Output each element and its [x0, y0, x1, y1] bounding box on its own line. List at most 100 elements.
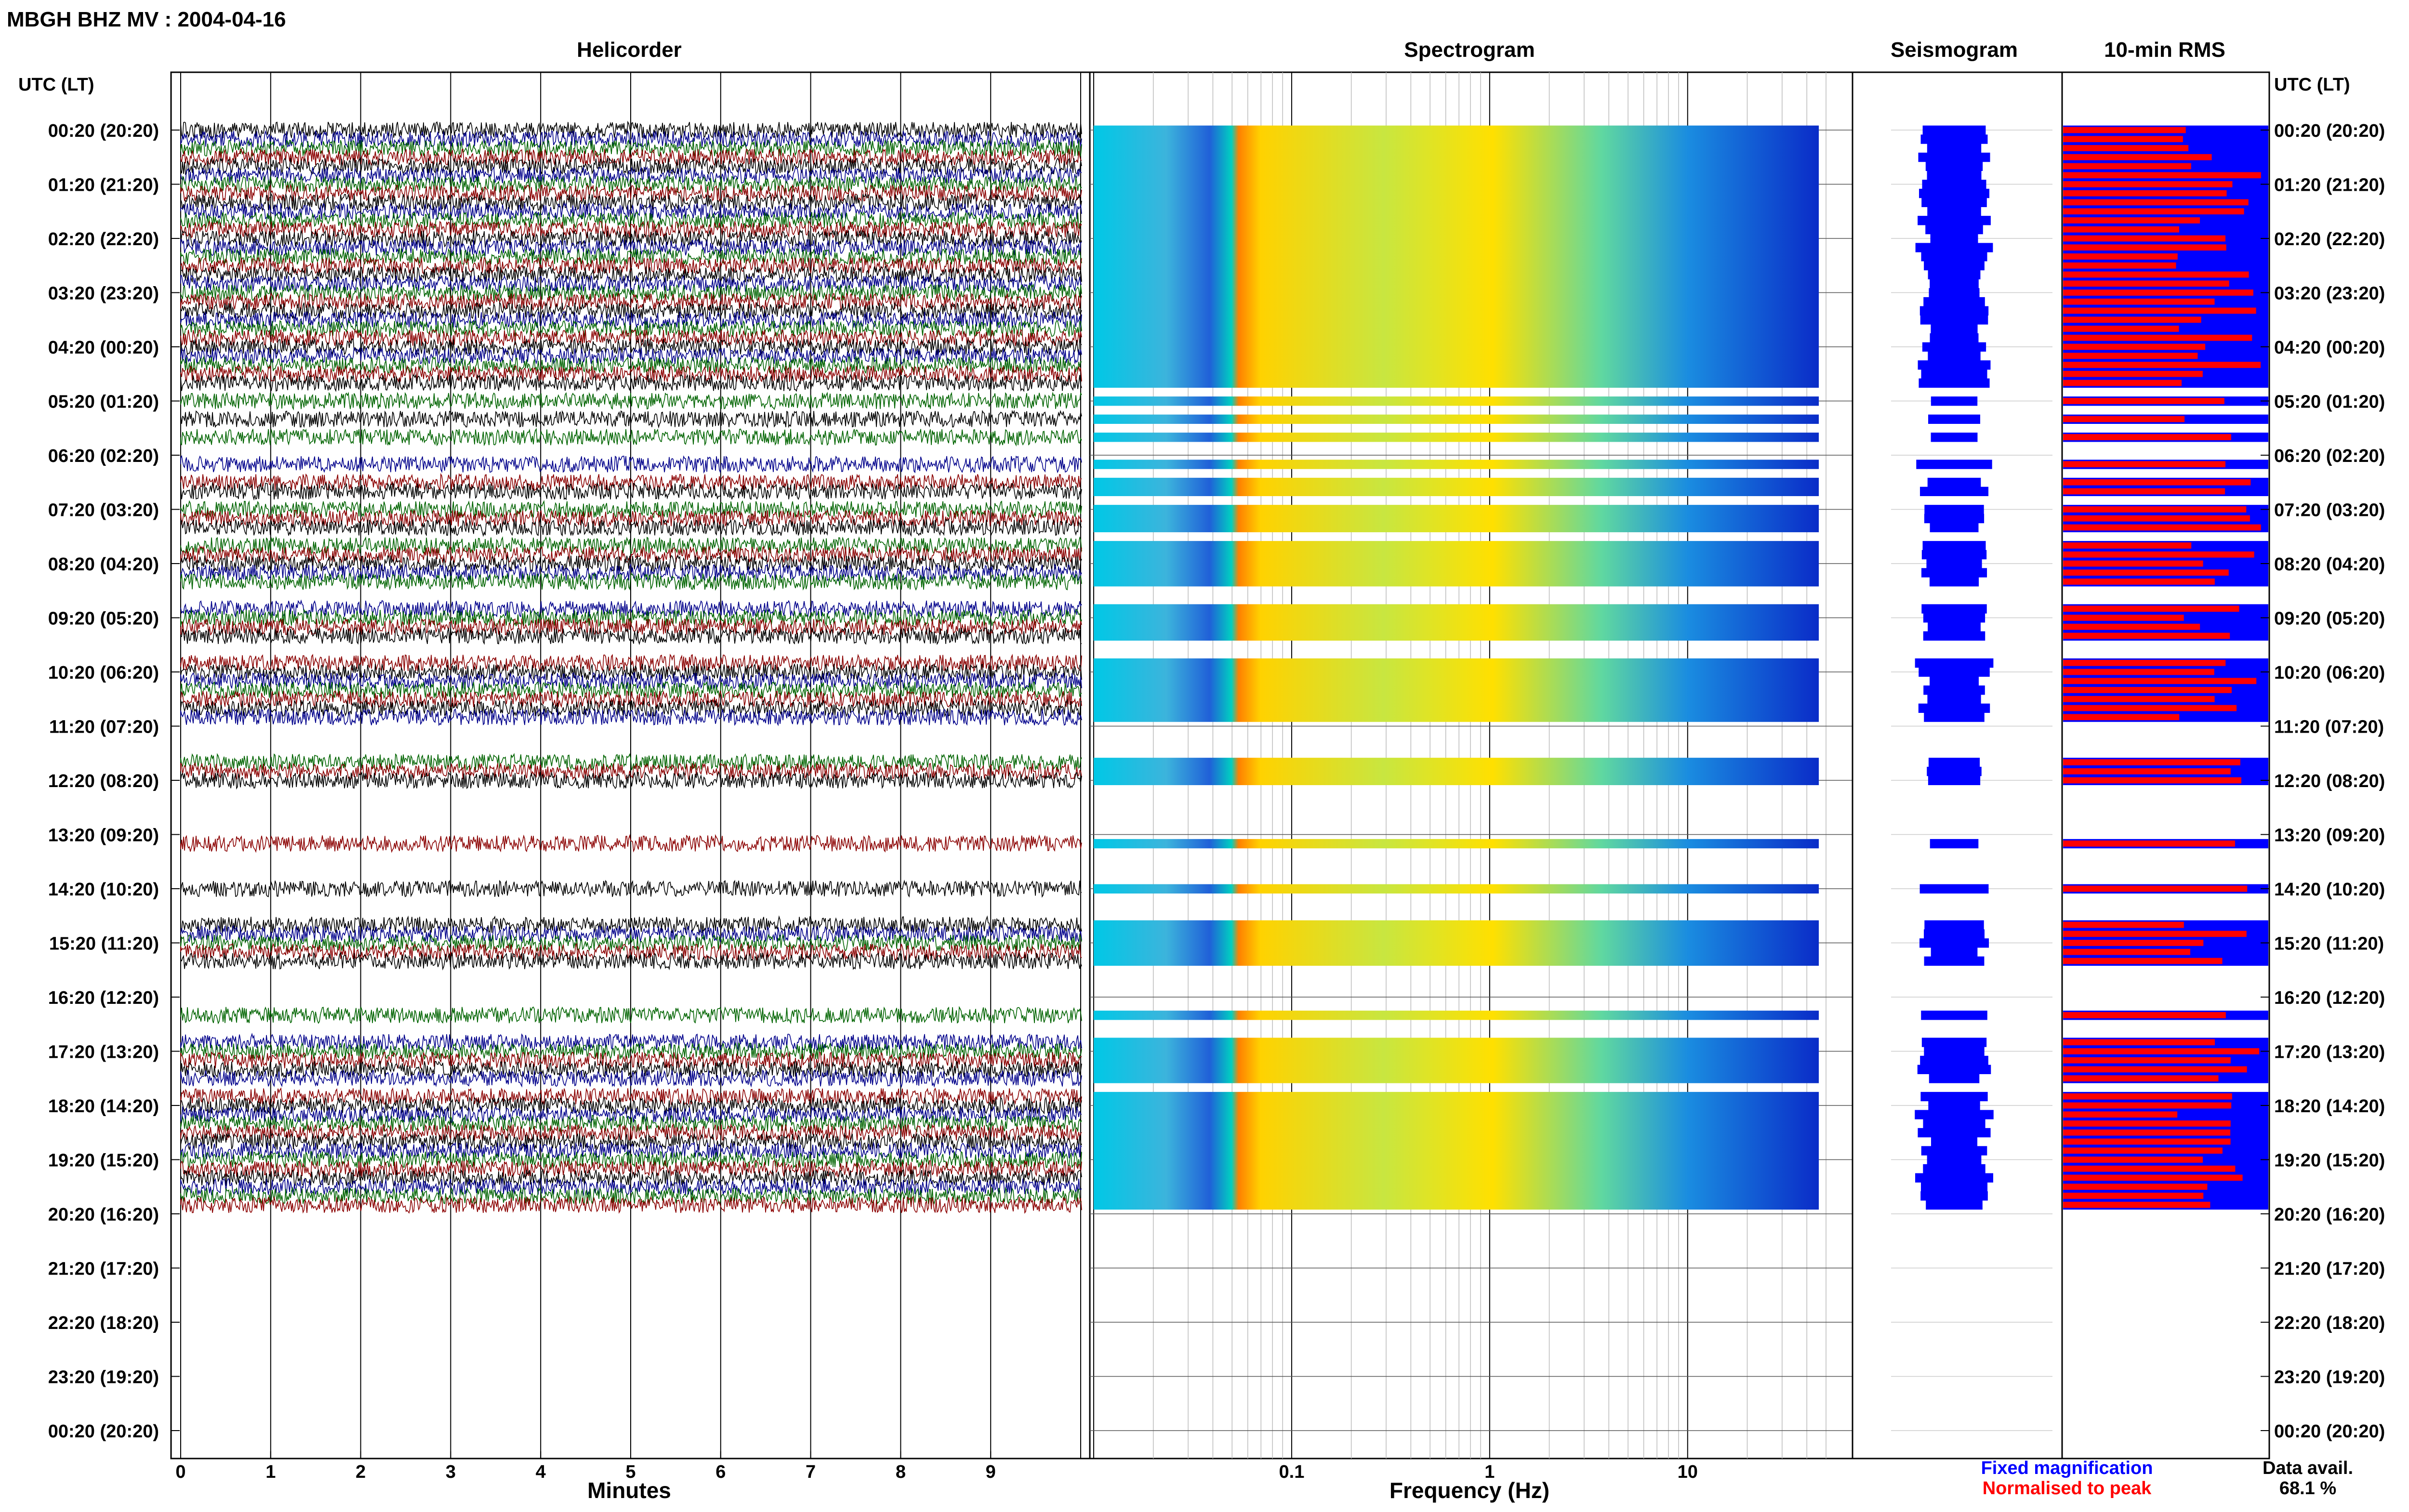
helicorder-trace	[180, 880, 1082, 898]
spectrogram-band	[1094, 631, 1819, 641]
rms-normalised-bar	[2063, 768, 2231, 775]
utc-header-left: UTC (LT)	[18, 75, 94, 95]
rms-normalised-bar	[2063, 253, 2178, 260]
chart-title: MBGH BHZ MV : 2004-04-16	[7, 8, 286, 31]
spectrogram-band	[1094, 270, 1819, 279]
spectrogram-band	[1094, 559, 1819, 568]
rms-normalised-bar	[2063, 931, 2247, 937]
seismogram-segment	[1930, 676, 1979, 686]
seismogram-segment	[1928, 351, 1981, 361]
rms-panel	[2061, 71, 2270, 1459]
spectrogram-band	[1094, 523, 1819, 532]
rms-normalised-bar	[2063, 560, 2203, 567]
seismogram-segment	[1918, 360, 1991, 370]
helicorder-trace	[180, 211, 1082, 230]
helicorder-trace	[180, 265, 1082, 284]
data-availability-value: 68.1 %	[2279, 1478, 2336, 1499]
helicorder-trace	[180, 329, 1082, 347]
spectrogram-band	[1094, 460, 1819, 469]
helicorder-trace	[180, 256, 1082, 276]
frequency-tick-label: 0.1	[1279, 1462, 1305, 1482]
rms-normalised-bar	[2063, 461, 2225, 468]
spectrogram-band	[1094, 1137, 1819, 1146]
rms-normalised-bar	[2063, 1066, 2247, 1073]
helicorder-trace	[180, 166, 1082, 185]
spectrogram-band	[1094, 396, 1819, 406]
spectrogram-band	[1094, 929, 1819, 939]
spectrogram-band	[1094, 712, 1819, 722]
seismogram-segment	[1924, 712, 1985, 722]
row-label-left: 01:20 (21:20)	[48, 175, 159, 196]
spectrogram-band	[1094, 171, 1819, 180]
helicorder-trace	[180, 1096, 1082, 1115]
seismogram-segment	[1920, 134, 1988, 144]
row-label-left: 11:20 (07:20)	[49, 717, 159, 737]
row-label-left: 03:20 (23:20)	[48, 284, 159, 304]
helicorder-trace	[180, 599, 1082, 618]
spectrogram-band	[1094, 1182, 1819, 1192]
helicorder-trace	[180, 518, 1082, 537]
helicorder-trace	[180, 681, 1082, 700]
seismogram-segment	[1924, 920, 1984, 930]
helicorder-trace	[180, 409, 1082, 429]
seismogram-segment	[1928, 622, 1981, 632]
helicorder-trace	[180, 247, 1082, 266]
rms-normalised-bar	[2063, 1129, 2231, 1136]
row-label-left: 06:20 (02:20)	[48, 446, 159, 466]
helicorder-trace	[180, 563, 1082, 582]
seismogram-segment	[1930, 234, 1978, 243]
seismogram-segment	[1930, 279, 1979, 289]
panel-title-spectrogram: Spectrogram	[1404, 38, 1535, 62]
seismogram-segment	[1921, 369, 1987, 379]
helicorder-trace	[180, 1195, 1082, 1214]
spectrogram-band	[1094, 414, 1819, 424]
spectrogram-band	[1094, 378, 1819, 388]
helicorder-trace	[180, 1159, 1082, 1178]
seismogram-segment	[1920, 1055, 1988, 1065]
seismogram-segment	[1928, 776, 1981, 785]
spectrogram-band	[1094, 604, 1819, 614]
row-label-right: 15:20 (11:20)	[2274, 934, 2384, 954]
spectrogram-band	[1094, 577, 1819, 587]
rms-normalised-bar	[2063, 244, 2226, 251]
spectrogram-band	[1094, 703, 1819, 713]
spectrogram-band	[1094, 568, 1819, 578]
seismogram-panel	[1852, 71, 2063, 1459]
row-label-left: 17:20 (13:20)	[48, 1042, 159, 1063]
seismogram-segment	[1922, 342, 1986, 352]
rms-normalised-bar	[2063, 145, 2189, 151]
seismogram-segment	[1919, 378, 1990, 388]
rms-normalised-bar	[2063, 623, 2200, 630]
rms-normalised-bar	[2063, 958, 2223, 964]
spectrogram-band	[1094, 297, 1819, 307]
rms-normalised-bar	[2063, 434, 2231, 440]
helicorder-trace	[180, 924, 1082, 944]
helicorder-trace	[180, 365, 1082, 383]
rms-normalised-bar	[2063, 632, 2230, 639]
rms-normalised-bar	[2063, 1111, 2178, 1118]
row-label-left: 08:20 (04:20)	[48, 554, 159, 575]
spectrogram-band	[1094, 180, 1819, 189]
rms-frame	[2061, 71, 2270, 1459]
helicorder-trace	[180, 1069, 1082, 1088]
helicorder-trace	[180, 536, 1082, 555]
rms-normalised-bar	[2063, 217, 2200, 224]
seismogram-segment	[1925, 161, 1983, 171]
seismogram-segment	[1922, 125, 1986, 135]
rms-normalised-bar	[2063, 353, 2198, 359]
utc-header-right: UTC (LT)	[2274, 75, 2350, 95]
row-label-left: 18:20 (14:20)	[48, 1096, 159, 1117]
row-label-right: 04:20 (00:20)	[2274, 338, 2385, 358]
rms-normalised-bar	[2063, 1120, 2231, 1127]
helicorder-trace	[180, 473, 1082, 492]
helicorder-trace	[180, 554, 1082, 573]
row-label-left: 13:20 (09:20)	[48, 826, 159, 846]
rms-normalised-bar	[2063, 127, 2186, 133]
row-label-left: 20:20 (16:20)	[48, 1205, 159, 1225]
rms-normalised-bar	[2063, 280, 2229, 287]
spectrogram-band	[1094, 676, 1819, 686]
seismogram-segment	[1924, 261, 1985, 271]
minute-tick-label: 4	[536, 1462, 546, 1482]
spectrogram-band	[1094, 207, 1819, 216]
rms-normalised-bar	[2063, 940, 2204, 946]
